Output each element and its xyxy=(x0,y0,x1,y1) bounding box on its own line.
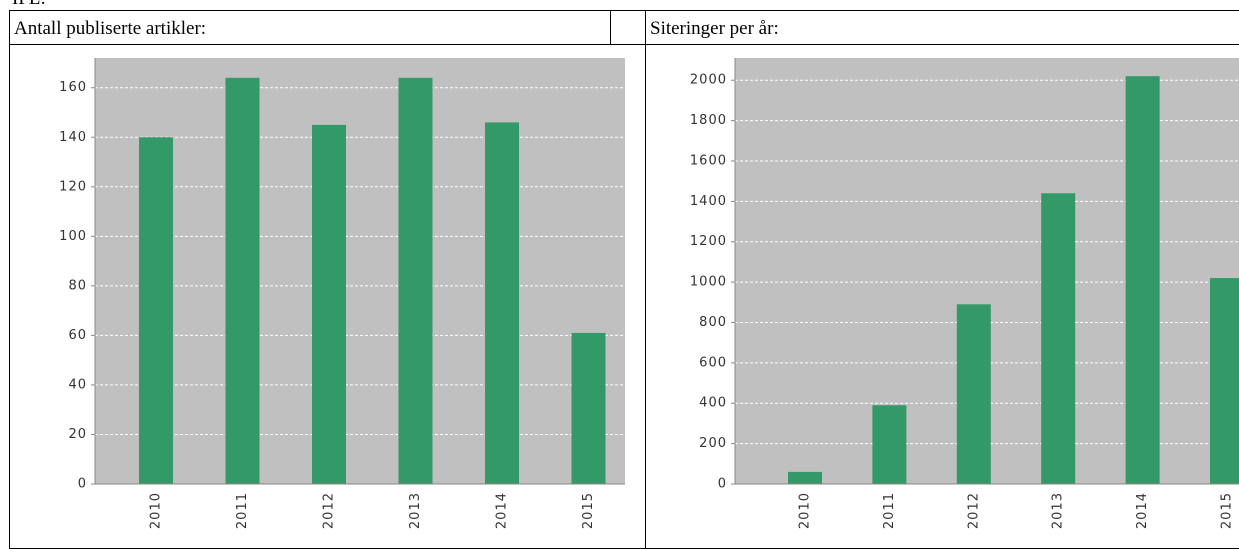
cell-title: Antall publiserte artikler: xyxy=(14,18,206,39)
x-tick-label: 2014 xyxy=(1135,492,1150,529)
y-tick-label: 1400 xyxy=(690,194,727,209)
y-tick-label: 1200 xyxy=(690,234,727,249)
y-tick-label: 800 xyxy=(699,315,727,330)
y-tick-label: 200 xyxy=(699,436,727,451)
x-tick-label: 2011 xyxy=(882,492,897,529)
y-tick-label: 1000 xyxy=(690,275,727,290)
bar xyxy=(1041,193,1076,484)
x-tick-label: 2012 xyxy=(322,492,337,529)
y-tick-label: 2000 xyxy=(690,73,727,88)
bar xyxy=(788,471,822,484)
x-tick-label: 2012 xyxy=(966,492,981,529)
bar xyxy=(225,77,260,484)
bar xyxy=(872,405,907,484)
bar xyxy=(571,332,606,484)
y-tick-label: 0 xyxy=(718,477,727,492)
bar xyxy=(312,124,346,484)
bar xyxy=(1125,76,1160,484)
y-tick-label: 60 xyxy=(68,328,87,343)
y-tick-label: 140 xyxy=(59,130,87,145)
y-tick-label: 40 xyxy=(68,377,87,392)
bar xyxy=(139,137,173,485)
x-tick-label: 2013 xyxy=(1051,492,1066,529)
heading: IPL: xyxy=(12,0,46,9)
y-tick-label: 400 xyxy=(699,396,727,411)
bar xyxy=(1210,278,1239,484)
y-tick-label: 160 xyxy=(59,80,87,95)
y-tick-label: 0 xyxy=(78,477,87,492)
chart-right: 0 200 400 600 800 1000 1200 1400 1600 1800 2000 201… xyxy=(690,58,1239,529)
y-tick-label: 1800 xyxy=(690,113,727,128)
x-tick-label: 2014 xyxy=(495,492,510,529)
y-tick-label: 80 xyxy=(68,278,87,293)
x-tick-label: 2013 xyxy=(408,492,423,529)
x-tick-label: 2010 xyxy=(149,492,164,529)
y-tick-label: 600 xyxy=(699,355,727,370)
cell-title: Siteringer per år: xyxy=(650,18,779,39)
x-tick-label: 2011 xyxy=(235,492,250,529)
x-tick-label: 2010 xyxy=(798,492,813,529)
chart-left: 0 20 40 60 80 100 120 140 160 2010 2011 2012 2013 201… xyxy=(59,58,625,529)
x-tick-label: 2015 xyxy=(1220,492,1235,529)
plot-area xyxy=(95,58,625,484)
x-tick-label: 2015 xyxy=(581,492,596,529)
y-tick-label: 120 xyxy=(59,179,87,194)
y-tick-label: 100 xyxy=(59,229,87,244)
y-tick-label: 20 xyxy=(68,427,87,442)
bar xyxy=(956,304,991,484)
y-tick-label: 1600 xyxy=(690,153,727,168)
bar xyxy=(398,77,433,484)
bar xyxy=(485,122,519,484)
